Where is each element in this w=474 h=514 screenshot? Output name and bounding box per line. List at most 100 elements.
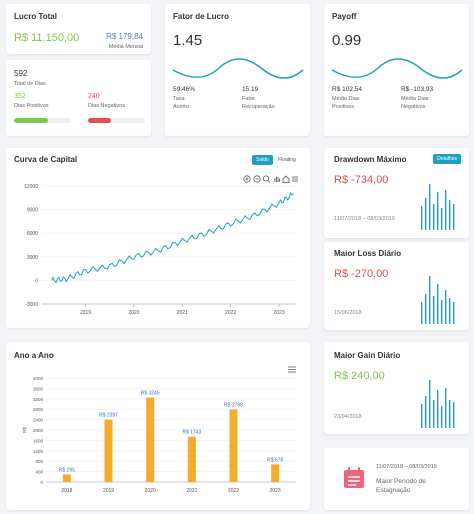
drawdown-title: Drawdown Máximo <box>334 155 407 164</box>
y-tick-label: 2800 <box>33 407 44 412</box>
payoff-value: 0.99 <box>332 32 362 49</box>
estagnacao-label-2: Estagnação <box>376 487 411 494</box>
estagnacao-card: 11/07/2018 – 08/03/2019 Maior Período de… <box>324 448 469 510</box>
bar <box>62 474 71 482</box>
maior-loss-sparkbars <box>421 276 455 324</box>
x-tick-label: 2020 <box>128 310 139 316</box>
y-tick-label: 1600 <box>33 438 44 443</box>
monthly-average-label: Média Mensal <box>108 44 143 50</box>
toggle-saldo[interactable]: Saldo <box>252 155 273 165</box>
maior-gain-value: R$ 240,00 <box>334 370 385 382</box>
avg-negative-label-2: Negativos <box>401 104 426 110</box>
total-days-value: 592 <box>14 69 28 78</box>
accuracy-label-1: Taxa <box>173 96 185 102</box>
x-tick-label: 2019 <box>80 310 91 316</box>
estagnacao-date: 11/07/2018 – 08/03/2019 <box>376 464 437 470</box>
y-tick-label: 3200 <box>33 397 44 402</box>
positive-days-value: 352 <box>14 93 26 100</box>
y-tick-label: 12000 <box>24 184 38 190</box>
ano-chart: 400036003200280024002000160012008004000R… <box>22 376 296 494</box>
lucro-total-card: Lucro Total R$ 11.150,00 R$ 179,84 Média… <box>6 4 151 54</box>
total-days-label: Total de Dias <box>14 81 46 87</box>
avg-positive-label-2: Positivos <box>332 104 355 110</box>
y-axis-label: R$ <box>22 427 27 433</box>
maior-loss-card: Maior Loss Diário R$ -270,00 15/06/2018 <box>324 242 469 330</box>
menu-icon[interactable] <box>292 176 298 182</box>
fator-sparkline <box>172 58 304 79</box>
y-tick-label: 1200 <box>33 449 44 454</box>
monthly-average-value: R$ 179,84 <box>106 32 143 41</box>
y-tick-label: 6000 <box>27 231 38 237</box>
maior-gain-title: Maior Gain Diário <box>334 351 401 360</box>
x-tick-label: 2022 <box>225 310 236 316</box>
maior-gain-card: Maior Gain Diário R$ 240,00 23/04/2018 <box>324 342 469 434</box>
ano-a-ano-title: Ano a Ano <box>14 351 54 360</box>
accuracy-value: 59.46% <box>173 86 196 93</box>
avg-positive-value: R$ 102,54 <box>332 86 362 93</box>
payoff-title: Payoff <box>332 12 357 21</box>
y-tick-label: 3600 <box>33 386 44 391</box>
bar-value-label: R$ 2788 <box>224 403 243 409</box>
positive-days-bar-fill <box>14 118 48 123</box>
bar <box>229 409 238 482</box>
maior-loss-title: Maior Loss Diário <box>334 249 402 258</box>
bar-value-label: R$ 1743 <box>182 430 201 436</box>
negative-days-bar <box>88 118 145 123</box>
drawdown-sparkbars <box>421 184 455 230</box>
payoff-card: Payoff 0.99 R$ 102,54 Média Dias Positiv… <box>324 4 469 136</box>
drawdown-value: R$ -734,00 <box>334 174 389 186</box>
avg-positive-label-1: Média Dias <box>332 96 360 102</box>
recovery-value: 15.19 <box>242 86 259 93</box>
estagnacao-label-1: Maior Período de <box>376 478 426 485</box>
x-tick-label: 2021 <box>186 488 197 494</box>
recovery-label-2: Recuperação <box>242 104 275 110</box>
menu-icon[interactable] <box>288 366 296 373</box>
y-tick-label: 0 <box>35 278 38 284</box>
fator-lucro-value: 1.45 <box>173 32 203 49</box>
y-tick-label: 400 <box>35 470 43 475</box>
y-tick-label: -3000 <box>25 302 38 308</box>
bar-value-label: R$ 295 <box>59 467 75 473</box>
negative-days-value: 240 <box>88 93 100 100</box>
pan-hand-icon[interactable] <box>274 176 280 183</box>
drawdown-card: Drawdown Máximo Detalhes R$ -734,00 11/0… <box>324 148 469 238</box>
y-tick-label: 9000 <box>27 208 38 214</box>
y-tick-label: 3000 <box>27 255 38 261</box>
bar <box>104 419 113 482</box>
search-icon[interactable] <box>262 175 271 183</box>
negative-days-bar-fill <box>88 118 112 123</box>
ano-a-ano-card: Ano a Ano 4000 3600 3200 2800 2400 2000 1600 12… <box>6 342 310 510</box>
drawdown-date: 11/07/2018 – 08/03/2019 <box>334 216 395 222</box>
maior-gain-date: 23/04/2018 <box>334 414 362 420</box>
x-tick-label: 2019 <box>103 488 114 494</box>
zoom-out-icon[interactable] <box>253 175 261 183</box>
y-tick-label: 0 <box>40 480 43 485</box>
x-tick-label: 2018 <box>61 488 72 494</box>
bar <box>187 436 196 482</box>
toggle-floating[interactable]: Floating <box>278 157 296 163</box>
curva-toolbar <box>243 175 298 183</box>
x-tick-label: 2023 <box>274 310 285 316</box>
home-icon[interactable] <box>282 175 290 183</box>
bar <box>146 397 155 482</box>
equity-line <box>51 191 294 284</box>
zoom-in-icon[interactable] <box>243 175 251 183</box>
bar-value-label: R$ 3246 <box>141 391 160 397</box>
y-tick-label: 800 <box>35 459 43 464</box>
negative-days-label: Dias Negativos <box>88 103 125 109</box>
details-button[interactable]: Detalhes <box>433 154 461 164</box>
x-tick-label: 2020 <box>145 488 156 494</box>
accuracy-label-2: Acerto <box>173 104 189 110</box>
x-tick-label: 2021 <box>177 310 188 316</box>
x-tick-label: 2022 <box>228 488 239 494</box>
fator-lucro-card: Fator de Lucro 1.45 59.46% Taxa Acerto 1… <box>165 4 310 136</box>
bar <box>271 464 280 482</box>
bar-value-label: R$ 678 <box>267 457 283 463</box>
positive-days-bar <box>14 118 71 123</box>
calendar-icon <box>344 467 364 488</box>
recovery-label-1: Fator <box>242 96 255 102</box>
curva-capital-title: Curva de Capital <box>14 155 78 164</box>
maior-gain-sparkbars <box>421 380 455 428</box>
lucro-total-title: Lucro Total <box>14 12 57 21</box>
maior-loss-value: R$ -270,00 <box>334 268 389 280</box>
